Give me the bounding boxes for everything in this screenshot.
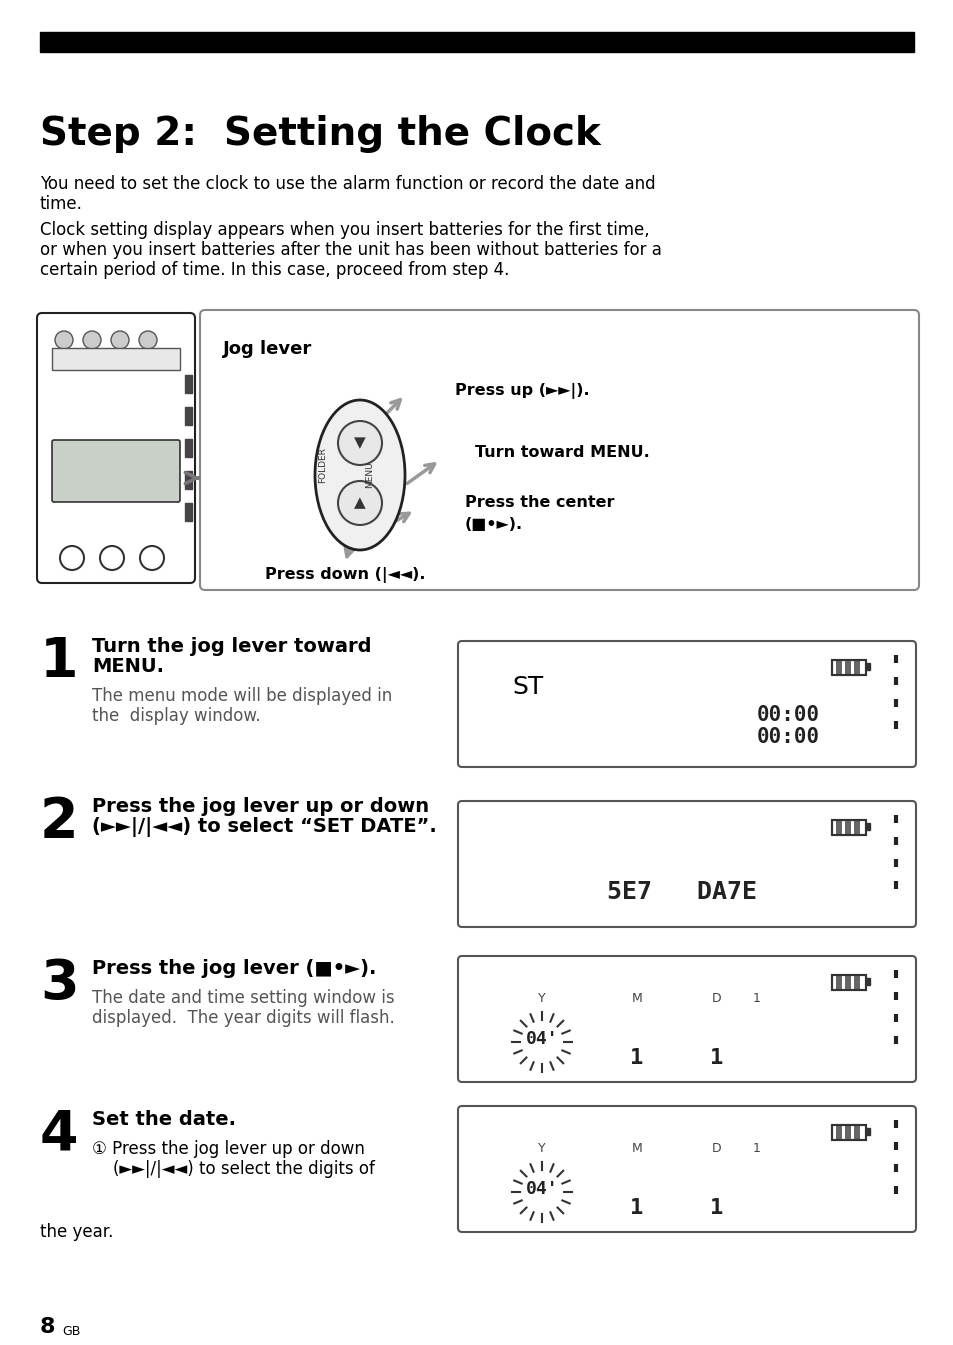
Text: 00:00: 00:00 [757, 705, 820, 725]
Bar [844, 820, 850, 834]
FancyBboxPatch shape [457, 642, 915, 767]
Text: Press the jog lever up or down: Press the jog lever up or down [91, 798, 429, 816]
Bar [831, 975, 865, 990]
Text: Step 2:  Setting the Clock: Step 2: Setting the Clock [40, 116, 600, 153]
FancyBboxPatch shape [52, 440, 180, 502]
Bar [865, 823, 869, 830]
Text: Jog lever: Jog lever [223, 340, 312, 358]
Text: You need to set the clock to use the alarm function or record the date and: You need to set the clock to use the ala… [40, 175, 655, 192]
Bar [844, 660, 850, 674]
Text: Set the date.: Set the date. [91, 1110, 235, 1128]
Text: 1: 1 [710, 1198, 723, 1219]
Text: or when you insert batteries after the unit has been without batteries for a: or when you insert batteries after the u… [40, 241, 661, 260]
Circle shape [139, 331, 157, 348]
Text: FOLDER: FOLDER [318, 447, 327, 483]
Ellipse shape [314, 399, 405, 550]
Bar [853, 820, 859, 834]
Text: 04': 04' [525, 1030, 558, 1048]
Bar [185, 471, 192, 490]
Bar [831, 975, 865, 990]
Bar [853, 976, 859, 989]
Bar [831, 820, 865, 835]
Text: D: D [712, 993, 721, 1005]
FancyBboxPatch shape [457, 1106, 915, 1232]
Bar [831, 660, 865, 675]
Circle shape [111, 331, 129, 348]
Text: 1: 1 [752, 1142, 760, 1155]
Bar [831, 1124, 865, 1141]
Circle shape [83, 331, 101, 348]
Bar [185, 375, 192, 393]
Text: 1: 1 [710, 1048, 723, 1068]
FancyBboxPatch shape [457, 802, 915, 927]
Text: displayed.  The year digits will flash.: displayed. The year digits will flash. [91, 1009, 395, 1028]
Text: 1: 1 [630, 1198, 643, 1219]
Bar [844, 976, 850, 989]
Text: ▼: ▼ [354, 436, 366, 451]
Bar [835, 820, 841, 834]
Text: MENU: MENU [365, 461, 375, 488]
Bar [185, 438, 192, 457]
Text: 4: 4 [40, 1108, 78, 1162]
Text: Clock setting display appears when you insert batteries for the first time,: Clock setting display appears when you i… [40, 221, 649, 239]
Bar [185, 408, 192, 425]
Text: (■•►).: (■•►). [464, 516, 522, 533]
Text: time.: time. [40, 195, 83, 213]
Bar [865, 1128, 869, 1135]
Text: MENU.: MENU. [91, 656, 164, 677]
Bar [185, 503, 192, 521]
Text: the  display window.: the display window. [91, 707, 260, 725]
Circle shape [337, 482, 381, 525]
Text: 00:00: 00:00 [757, 728, 820, 746]
Text: M: M [631, 1142, 641, 1155]
Bar [865, 663, 869, 670]
Text: 3: 3 [40, 958, 78, 1011]
Text: certain period of time. In this case, proceed from step 4.: certain period of time. In this case, pr… [40, 261, 509, 278]
FancyBboxPatch shape [37, 313, 194, 582]
Text: Press the center: Press the center [464, 495, 614, 510]
Text: the year.: the year. [40, 1223, 113, 1241]
Text: D: D [712, 1142, 721, 1155]
Text: Turn the jog lever toward: Turn the jog lever toward [91, 638, 371, 656]
Text: 5E7   DA7E: 5E7 DA7E [606, 880, 757, 904]
Bar [831, 1124, 865, 1141]
Text: (►►|/|◄◄) to select the digits of: (►►|/|◄◄) to select the digits of [91, 1159, 375, 1178]
Text: Turn toward MENU.: Turn toward MENU. [475, 445, 649, 460]
Text: (►►|/|◄◄) to select “SET DATE”.: (►►|/|◄◄) to select “SET DATE”. [91, 816, 436, 837]
Text: 1: 1 [752, 993, 760, 1005]
Bar [40, 32, 913, 52]
Text: M: M [631, 993, 641, 1005]
FancyBboxPatch shape [200, 309, 918, 590]
Text: GB: GB [62, 1325, 80, 1338]
Text: 04': 04' [525, 1180, 558, 1198]
Text: ① Press the jog lever up or down: ① Press the jog lever up or down [91, 1141, 364, 1158]
Text: 1: 1 [630, 1048, 643, 1068]
Text: Y: Y [537, 993, 545, 1005]
Bar [831, 660, 865, 675]
FancyBboxPatch shape [457, 956, 915, 1081]
Bar [835, 976, 841, 989]
Bar [835, 1126, 841, 1139]
Bar [853, 1126, 859, 1139]
Bar [853, 660, 859, 674]
Bar [865, 978, 869, 985]
Text: 8: 8 [40, 1317, 55, 1337]
Text: ▲: ▲ [354, 495, 366, 511]
Text: The menu mode will be displayed in: The menu mode will be displayed in [91, 687, 392, 705]
Bar [831, 820, 865, 835]
Text: The date and time setting window is: The date and time setting window is [91, 989, 395, 1007]
Text: 1: 1 [40, 635, 78, 689]
Text: Press down (|◄◄).: Press down (|◄◄). [265, 568, 425, 582]
Circle shape [337, 421, 381, 465]
Text: Press the jog lever (■•►).: Press the jog lever (■•►). [91, 959, 376, 978]
Bar [835, 660, 841, 674]
Text: ST: ST [512, 675, 542, 699]
Text: Press up (►►|).: Press up (►►|). [455, 383, 589, 399]
Circle shape [55, 331, 73, 348]
Bar [52, 348, 180, 370]
Bar [844, 1126, 850, 1139]
Text: 2: 2 [40, 795, 78, 849]
Text: Y: Y [537, 1142, 545, 1155]
